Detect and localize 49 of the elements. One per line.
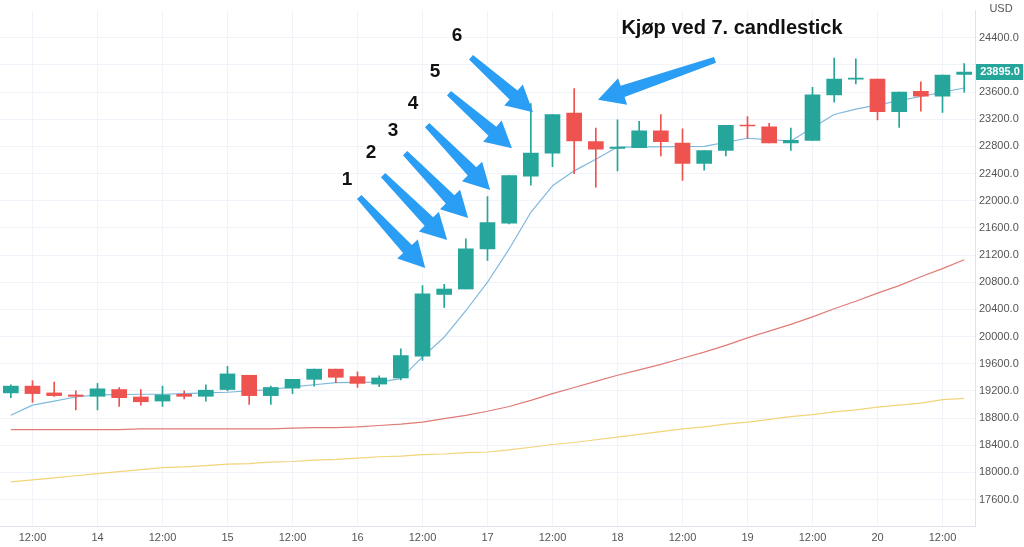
text: 23895.0 <box>980 65 1020 78</box>
x-tick-label: 14 <box>91 530 104 543</box>
x-tick-label: 12:00 <box>278 530 307 543</box>
y-tick-label: 18800.0 <box>979 411 1019 424</box>
x-tick-label: 12:00 <box>668 530 697 543</box>
y-axis-title: USD <box>989 1 1013 14</box>
candlestick <box>848 58 864 85</box>
y-tick-label: 22000.0 <box>979 193 1019 206</box>
x-tick-label: 12:00 <box>18 530 47 543</box>
y-tick-label: 23600.0 <box>979 85 1019 98</box>
annotation: 5 <box>429 60 441 82</box>
annotation: Kjøp ved 7. candlestick <box>621 15 844 38</box>
annotation: 6 <box>451 24 463 46</box>
x-tick-label: 16 <box>351 530 364 543</box>
x-tick-label: 19 <box>741 530 754 543</box>
y-tick-label: 22400.0 <box>979 166 1019 179</box>
y-tick-label: 20800.0 <box>979 275 1019 288</box>
x-tick-label: 15 <box>221 530 234 543</box>
y-tick-label: 18000.0 <box>979 465 1019 478</box>
candlestick <box>956 63 972 93</box>
x-tick-label: 12:00 <box>928 530 957 543</box>
y-tick-label: 19200.0 <box>979 383 1019 396</box>
candlestick <box>68 390 84 411</box>
y-tick-label: 21600.0 <box>979 220 1019 233</box>
x-tick-label: 12:00 <box>408 530 437 543</box>
candlestick <box>783 127 799 151</box>
x-tick-label: 12:00 <box>798 530 827 543</box>
annotation: 4 <box>407 92 419 114</box>
x-tick-label: 17 <box>481 530 494 543</box>
y-tick-label: 20400.0 <box>979 302 1019 315</box>
candlestick <box>46 381 62 397</box>
y-tick-label: 17600.0 <box>979 492 1019 505</box>
x-tick-label: 12:00 <box>538 530 567 543</box>
y-tick-label: 19600.0 <box>979 356 1019 369</box>
y-tick-label: 24400.0 <box>979 30 1019 43</box>
y-tick-label: 20000.0 <box>979 329 1019 342</box>
x-tick-label: 20 <box>871 530 884 543</box>
annotation: 1 <box>341 168 353 190</box>
candlestick <box>913 81 929 112</box>
y-tick-label: 23200.0 <box>979 112 1019 125</box>
annotation: 2 <box>365 141 377 163</box>
annotation: 3 <box>387 119 399 141</box>
candlestick <box>588 127 604 188</box>
x-tick-label: 18 <box>611 530 624 543</box>
y-tick-label: 18400.0 <box>979 438 1019 451</box>
y-tick-label: 22800.0 <box>979 139 1019 152</box>
x-tick-label: 12:00 <box>148 530 177 543</box>
candlestick <box>436 283 452 308</box>
y-tick-label: 21200.0 <box>979 248 1019 261</box>
